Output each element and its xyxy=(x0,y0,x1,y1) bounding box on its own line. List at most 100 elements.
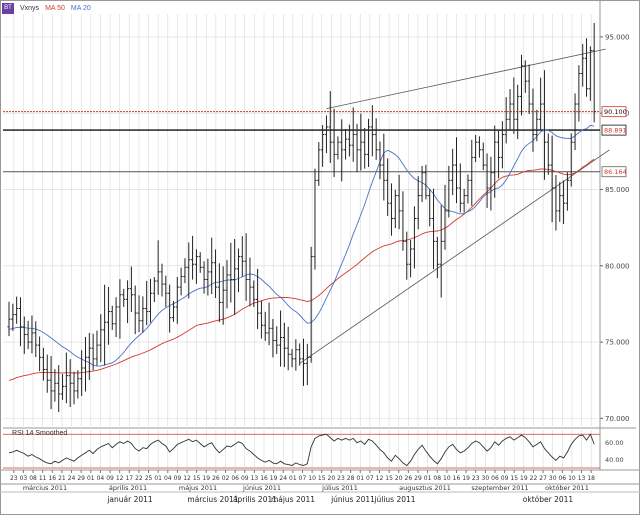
ohlc-bar xyxy=(133,285,137,335)
x-tick-label: 18 xyxy=(587,475,595,482)
ohlc-bar xyxy=(412,206,417,269)
ohlc-bar xyxy=(519,54,524,116)
ohlc-bar xyxy=(206,258,210,296)
ohlc-bar xyxy=(68,359,72,408)
ohlc-bar xyxy=(466,174,470,204)
rsi-indicator-label[interactable]: RSI 14 Smoothed xyxy=(12,430,68,437)
ohlc-bar xyxy=(496,130,501,179)
x-tick-label: 16 xyxy=(453,475,461,482)
ohlc-bar xyxy=(347,124,351,157)
x-tick-label: 20 xyxy=(328,475,336,482)
ohlc-bar xyxy=(569,133,573,187)
x-tick-label: 16 xyxy=(48,475,56,482)
ohlc-bar xyxy=(504,97,508,144)
ohlc-bar xyxy=(324,115,329,154)
ohlc-bar xyxy=(592,23,596,123)
ohlc-bar xyxy=(256,268,260,330)
ohlc-bar xyxy=(554,175,558,231)
month-label: május 2011 xyxy=(179,484,217,492)
ohlc-bar xyxy=(49,355,53,410)
ohlc-bar xyxy=(95,330,99,366)
ohlc-bar xyxy=(573,93,577,151)
month-label: szeptember 2011 xyxy=(471,484,528,492)
x-tick-label: 24 xyxy=(279,475,287,482)
ohlc-bar xyxy=(18,297,23,347)
x-tick-label: 15 xyxy=(318,475,326,482)
price-label: 86.164 xyxy=(604,168,627,176)
ohlc-bar xyxy=(122,288,126,308)
x-tick-label: 06 xyxy=(558,475,566,482)
ohlc-bar xyxy=(114,297,118,338)
overview-label: október 2011 xyxy=(523,495,574,504)
x-tick-label: 15 xyxy=(510,475,518,482)
ohlc-bar xyxy=(72,371,76,405)
ohlc-bar xyxy=(213,249,218,298)
ohlc-bar xyxy=(431,188,436,270)
x-tick-label: 01 xyxy=(154,475,162,482)
ohlc-bar xyxy=(290,348,294,368)
ohlc-bar xyxy=(512,77,516,134)
x-tick-label: 08 xyxy=(433,475,441,482)
ohlc-bar xyxy=(389,183,394,236)
x-tick-label: 08 xyxy=(29,475,37,482)
ohlc-bar xyxy=(588,46,592,101)
ohlc-bar xyxy=(179,267,183,296)
x-tick-label: 15 xyxy=(193,475,201,482)
x-tick-label: 09 xyxy=(501,475,509,482)
x-tick-label: 19 xyxy=(270,475,278,482)
x-tick-label: 21 xyxy=(58,475,66,482)
x-tick-label: 11 xyxy=(39,475,47,482)
ohlc-bar xyxy=(175,276,179,324)
y-tick-label: 85.000 xyxy=(605,186,630,194)
ohlc-bar xyxy=(26,320,30,350)
ohlc-bar xyxy=(271,319,275,358)
ohlc-bar xyxy=(474,134,478,163)
x-tick-label: 15 xyxy=(385,475,393,482)
ohlc-bar xyxy=(7,301,11,337)
y-tick-label: 75.000 xyxy=(605,339,630,347)
ohlc-bar xyxy=(443,184,447,250)
ohlc-bar xyxy=(374,118,378,160)
ohlc-bar xyxy=(164,275,168,307)
x-tick-label: 30 xyxy=(482,475,490,482)
ohlc-bar xyxy=(34,321,38,358)
ma20-indicator[interactable]: MA 20 xyxy=(70,4,91,12)
ohlc-bar xyxy=(129,266,133,312)
ohlc-bar xyxy=(57,365,61,413)
y-tick-label: 80.000 xyxy=(605,262,630,270)
ohlc-bar xyxy=(493,125,497,198)
ohlc-bar xyxy=(359,113,363,171)
ohlc-bar xyxy=(370,105,374,157)
month-label: június 2011 xyxy=(242,484,281,492)
overview-label: június 2011 xyxy=(330,495,375,504)
ohlc-bar xyxy=(458,163,462,213)
x-tick-label: 23 xyxy=(10,475,18,482)
x-tick-label: 29 xyxy=(414,475,422,482)
ohlc-bar xyxy=(336,136,340,160)
ohlc-bar xyxy=(366,118,371,167)
ma50-indicator[interactable]: MA 50 xyxy=(45,4,65,12)
ohlc-bar xyxy=(225,260,229,309)
ohlc-bar xyxy=(194,249,199,284)
x-tick-label: 29 xyxy=(77,475,85,482)
ohlc-bar xyxy=(584,38,589,97)
ohlc-bar xyxy=(454,137,459,204)
price-label-box xyxy=(601,124,627,136)
symbol-selector[interactable]: Vxnys xyxy=(20,4,40,12)
ohlc-bar xyxy=(439,205,443,298)
ohlc-bar xyxy=(355,123,359,173)
ohlc-bar xyxy=(45,354,49,393)
price-label-box xyxy=(601,166,627,178)
ohlc-bar xyxy=(236,248,241,293)
x-tick-label: 16 xyxy=(260,475,268,482)
ohlc-bar xyxy=(305,343,309,386)
x-tick-label: 01 xyxy=(424,475,432,482)
ohlc-bar xyxy=(351,107,355,162)
ohlc-bar xyxy=(401,191,405,251)
x-tick-label: 01 xyxy=(87,475,95,482)
ohlc-bar xyxy=(470,139,474,206)
x-tick-label: 04 xyxy=(97,475,105,482)
x-tick-label: 09 xyxy=(241,475,249,482)
ohlc-bar xyxy=(183,258,187,284)
ohlc-bar xyxy=(481,142,485,171)
